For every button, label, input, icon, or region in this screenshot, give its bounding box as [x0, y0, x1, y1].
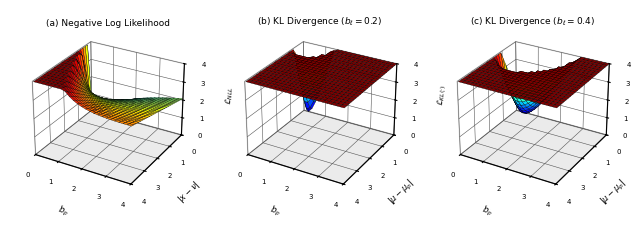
- Title: (c) KL Divergence ($b_\ell = 0.4$): (c) KL Divergence ($b_\ell = 0.4$): [470, 15, 595, 28]
- Title: (b) KL Divergence ($b_\ell = 0.2$): (b) KL Divergence ($b_\ell = 0.2$): [257, 15, 383, 28]
- Y-axis label: $|x - \nu|$: $|x - \nu|$: [175, 177, 203, 205]
- Y-axis label: $|\mu - \mu_p|$: $|\mu - \mu_p|$: [385, 176, 417, 207]
- Y-axis label: $|\mu - \mu_p|$: $|\mu - \mu_p|$: [598, 176, 630, 207]
- X-axis label: $b_p$: $b_p$: [481, 202, 495, 218]
- X-axis label: $b_p$: $b_p$: [268, 202, 282, 218]
- X-axis label: $b_p$: $b_p$: [56, 202, 70, 218]
- Title: (a) Negative Log Likelihood: (a) Negative Log Likelihood: [45, 19, 170, 28]
